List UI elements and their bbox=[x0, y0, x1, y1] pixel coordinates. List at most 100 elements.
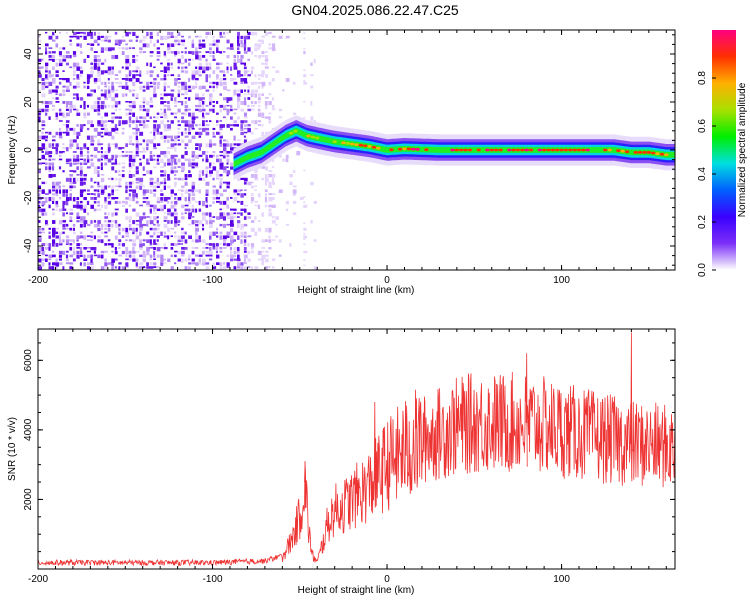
noise-cell bbox=[104, 270, 107, 274]
noise-cell bbox=[254, 174, 258, 179]
noise-cell bbox=[181, 204, 185, 209]
noise-cell bbox=[114, 177, 118, 181]
y-tick-label: 2000 bbox=[23, 488, 34, 511]
noise-cell bbox=[167, 104, 171, 109]
noise-cell bbox=[250, 185, 255, 189]
noise-cell bbox=[184, 58, 188, 63]
noise-cell bbox=[132, 239, 136, 243]
noise-cell bbox=[146, 200, 150, 205]
noise-cell bbox=[205, 197, 208, 202]
noise-cell bbox=[100, 266, 105, 270]
noise-cell bbox=[55, 227, 60, 230]
noise-cell bbox=[55, 58, 59, 61]
noise-cell bbox=[237, 89, 241, 92]
noise-cell bbox=[219, 181, 223, 186]
noise-cell bbox=[135, 266, 140, 269]
noise-cell bbox=[184, 127, 187, 131]
noise-cell bbox=[111, 166, 115, 171]
noise-cell bbox=[230, 66, 233, 71]
noise-cell bbox=[100, 51, 104, 53]
noise-cell bbox=[247, 258, 251, 262]
noise-cell bbox=[177, 158, 181, 163]
noise-cell bbox=[72, 223, 76, 227]
noise-cell bbox=[118, 185, 122, 188]
noise-cell bbox=[212, 131, 215, 136]
noise-cell bbox=[125, 239, 128, 242]
noise-cell bbox=[38, 193, 41, 197]
noise-cell bbox=[160, 131, 163, 135]
noise-cell bbox=[86, 127, 90, 131]
noise-cell bbox=[181, 66, 184, 70]
noise-cell bbox=[156, 74, 160, 78]
noise-cell bbox=[132, 193, 136, 198]
noise-cell bbox=[125, 62, 128, 66]
noise-cell bbox=[247, 235, 252, 238]
noise-cell bbox=[146, 223, 149, 227]
noise-cell bbox=[250, 70, 253, 75]
noise-cell bbox=[303, 227, 307, 231]
noise-cell bbox=[153, 216, 157, 221]
noise-cell bbox=[83, 208, 87, 213]
noise-cell bbox=[233, 124, 238, 127]
noise-cell bbox=[219, 262, 223, 266]
noise-cell bbox=[79, 166, 83, 171]
noise-cell bbox=[62, 227, 66, 230]
noise-cell bbox=[163, 112, 167, 117]
noise-cell bbox=[233, 247, 238, 251]
noise-cell bbox=[219, 31, 222, 36]
noise-cell bbox=[226, 112, 230, 116]
noise-cell bbox=[72, 55, 77, 58]
noise-cell bbox=[209, 139, 212, 144]
noise-cell bbox=[128, 62, 131, 67]
ridge-layer bbox=[233, 127, 675, 168]
spectrogram-noise-cells bbox=[38, 31, 318, 274]
noise-cell bbox=[79, 124, 84, 129]
noise-cell bbox=[90, 74, 93, 78]
noise-cell bbox=[184, 197, 187, 202]
noise-cell bbox=[198, 108, 202, 113]
noise-cell bbox=[104, 131, 109, 136]
noise-cell bbox=[79, 170, 83, 175]
ridge-peak bbox=[563, 148, 569, 152]
noise-cell bbox=[146, 204, 150, 207]
noise-cell bbox=[90, 135, 94, 140]
noise-cell bbox=[233, 120, 237, 124]
noise-cell bbox=[135, 200, 139, 204]
noise-cell bbox=[268, 120, 272, 124]
noise-cell bbox=[202, 108, 206, 112]
noise-cell bbox=[243, 243, 247, 247]
noise-cell bbox=[146, 70, 150, 75]
noise-cell bbox=[100, 143, 104, 145]
noise-cell bbox=[114, 247, 117, 251]
noise-cell bbox=[38, 170, 41, 174]
noise-cell bbox=[107, 177, 111, 180]
noise-cell bbox=[86, 147, 90, 151]
noise-cell bbox=[237, 70, 241, 75]
noise-cell bbox=[76, 81, 80, 86]
noise-cell bbox=[41, 200, 46, 206]
noise-cell bbox=[38, 162, 42, 165]
noise-cell bbox=[205, 193, 209, 196]
noise-cell bbox=[254, 55, 257, 58]
noise-cell bbox=[303, 206, 306, 209]
noise-cell bbox=[149, 55, 153, 57]
ridge-peak bbox=[341, 141, 346, 145]
noise-cell bbox=[111, 104, 114, 109]
noise-cell bbox=[202, 262, 206, 266]
noise-cell bbox=[167, 151, 170, 155]
noise-cell bbox=[226, 216, 231, 219]
noise-cell bbox=[104, 151, 107, 154]
noise-cell bbox=[58, 127, 62, 131]
y-tick-label: 0 bbox=[23, 147, 34, 153]
noise-cell bbox=[198, 66, 203, 70]
noise-cell bbox=[45, 70, 48, 73]
noise-cell bbox=[271, 174, 276, 178]
noise-cell bbox=[212, 177, 215, 181]
noise-cell bbox=[142, 250, 146, 256]
noise-cell bbox=[76, 154, 80, 159]
noise-cell bbox=[261, 85, 264, 89]
noise-cell bbox=[209, 120, 212, 123]
noise-cell bbox=[139, 74, 142, 77]
noise-cell bbox=[174, 216, 178, 220]
noise-cell bbox=[188, 193, 191, 197]
